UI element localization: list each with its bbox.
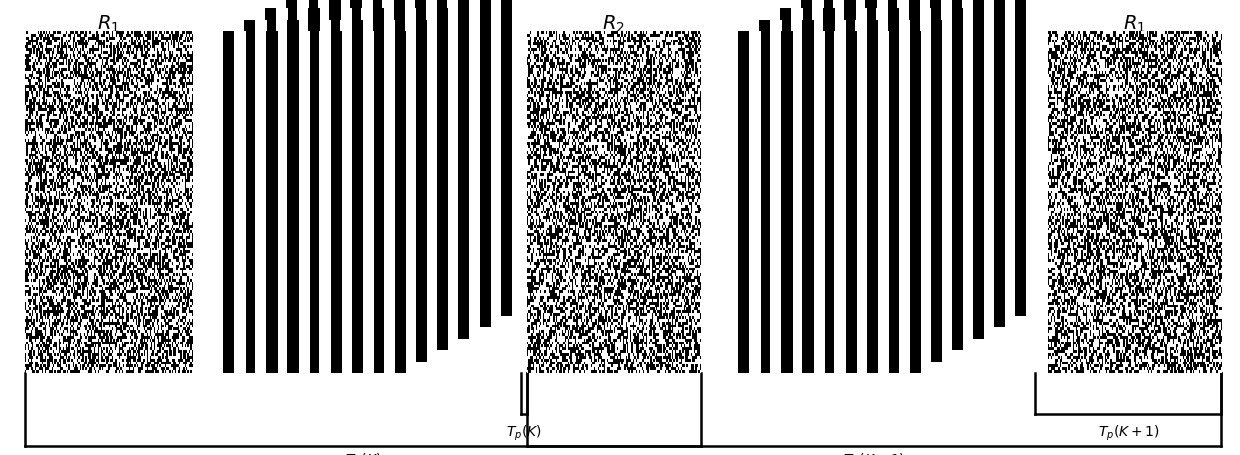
Text: $R_1$: $R_1$ [97,14,120,35]
Text: $T_R(K)$: $T_R(K)$ [345,450,381,455]
Text: $R_1$: $R_1$ [1123,14,1146,35]
Text: $R_2$: $R_2$ [603,14,625,35]
Text: $T_p(K)$: $T_p(K)$ [506,423,542,442]
Text: $P(K+1)$: $P(K+1)$ [848,14,925,35]
Text: $T_p(K+1)$: $T_p(K+1)$ [1097,423,1159,442]
Text: $T_R(K+1)$: $T_R(K+1)$ [843,450,905,455]
Text: $P(K)$: $P(K)$ [352,14,392,35]
